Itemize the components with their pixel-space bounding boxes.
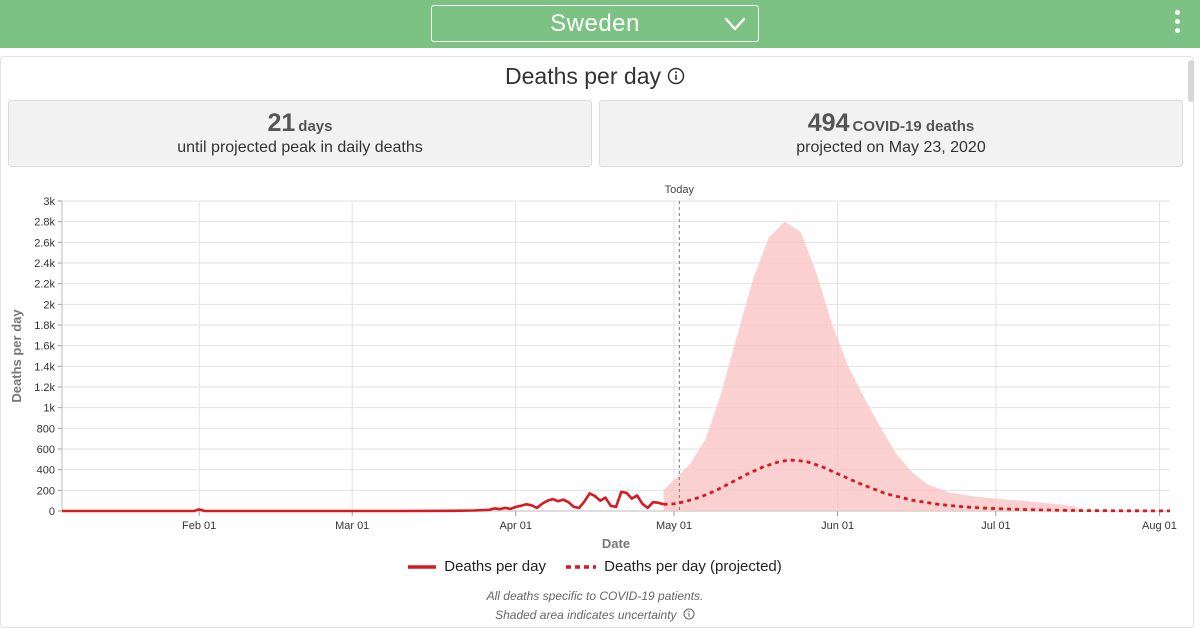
y-tick-label: 2.4k — [34, 258, 55, 270]
x-tick-label: May 01 — [656, 520, 692, 532]
actual-deaths-line — [62, 490, 664, 513]
peak-deaths-card: 494 COVID-19 deaths projected on May 23, … — [599, 100, 1183, 167]
country-select[interactable]: Sweden — [431, 5, 759, 42]
peak-days-subtitle: until projected peak in daily deaths — [177, 139, 423, 156]
footnote-uncertainty-text: Shaded area indicates uncertainty — [495, 608, 677, 622]
info-icon[interactable] — [683, 608, 695, 620]
x-tick-label: Aug 01 — [1142, 520, 1177, 532]
y-tick-label: 2.2k — [34, 279, 55, 291]
y-tick-label: 2.6k — [34, 237, 55, 249]
legend-solid-line-icon — [408, 565, 437, 569]
x-tick-label: Apr 01 — [500, 520, 532, 532]
legend-projected-label: Deaths per day (projected) — [604, 558, 782, 575]
y-tick-label: 3k — [43, 196, 55, 208]
x-tick-label: Feb 01 — [182, 520, 216, 532]
legend-dashed-line-icon — [566, 565, 597, 569]
deaths-per-day-chart: 0 200 400 600 800 1k 1.2k 1.4k 1.6k 1.8k 2k 2.2k 2.4… — [9, 184, 1177, 551]
x-axis-title: Date — [602, 536, 630, 551]
peak-deaths-unit: COVID-19 deaths — [852, 118, 975, 135]
y-tick-label: 0 — [49, 506, 55, 518]
y-tick-label: 1.6k — [34, 341, 55, 353]
x-tick-label: Jul 01 — [981, 520, 1010, 532]
y-tick-label: 600 — [37, 444, 55, 456]
country-select-value: Sweden — [550, 10, 640, 37]
chevron-down-icon — [724, 17, 746, 31]
y-tick-label: 400 — [37, 465, 55, 477]
chart-legend: Deaths per day Deaths per day (projected… — [0, 558, 1190, 575]
footnote-deaths: All deaths specific to COVID-19 patients… — [486, 589, 704, 603]
legend-item-actual[interactable]: Deaths per day — [408, 558, 546, 575]
y-tick-label: 1k — [43, 403, 55, 415]
peak-days-number: 21 — [267, 109, 296, 137]
y-tick-label: 1.4k — [34, 361, 55, 373]
peak-deaths-subtitle: projected on May 23, 2020 — [796, 139, 986, 156]
peak-days-card: 21 days until projected peak in daily dea… — [8, 100, 592, 167]
y-tick-label: 2k — [43, 299, 55, 311]
y-axis-title: Deaths per day — [9, 309, 24, 403]
footnote-uncertainty: Shaded area indicates uncertainty — [0, 608, 1190, 622]
x-tick-label: Jun 01 — [821, 520, 854, 532]
today-marker-label: Today — [665, 184, 695, 196]
info-icon[interactable] — [667, 67, 685, 85]
uncertainty-band — [663, 221, 1081, 511]
projected-deaths-line — [663, 458, 1171, 513]
legend-actual-label: Deaths per day — [444, 558, 546, 575]
scrollbar[interactable] — [1188, 60, 1194, 102]
y-tick-label: 1.8k — [34, 320, 55, 332]
y-tick-label: 800 — [37, 423, 55, 435]
y-tick-label: 200 — [37, 485, 55, 497]
legend-item-projected[interactable]: Deaths per day (projected) — [566, 558, 782, 575]
y-tick-label: 2.8k — [34, 217, 55, 229]
peak-deaths-number: 494 — [807, 109, 850, 137]
peak-deaths-value: 494 COVID-19 deaths — [600, 109, 1182, 138]
panel-title-text: Deaths per day — [505, 63, 661, 89]
x-tick-label: Mar 01 — [335, 520, 369, 532]
panel-title: Deaths per day — [0, 63, 1190, 90]
peak-days-unit: days — [298, 118, 333, 135]
y-tick-label: 1.2k — [34, 382, 55, 394]
peak-days-value: 21 days — [9, 109, 591, 138]
more-options-icon[interactable] — [1170, 10, 1184, 40]
top-bar: Sweden — [0, 0, 1200, 48]
